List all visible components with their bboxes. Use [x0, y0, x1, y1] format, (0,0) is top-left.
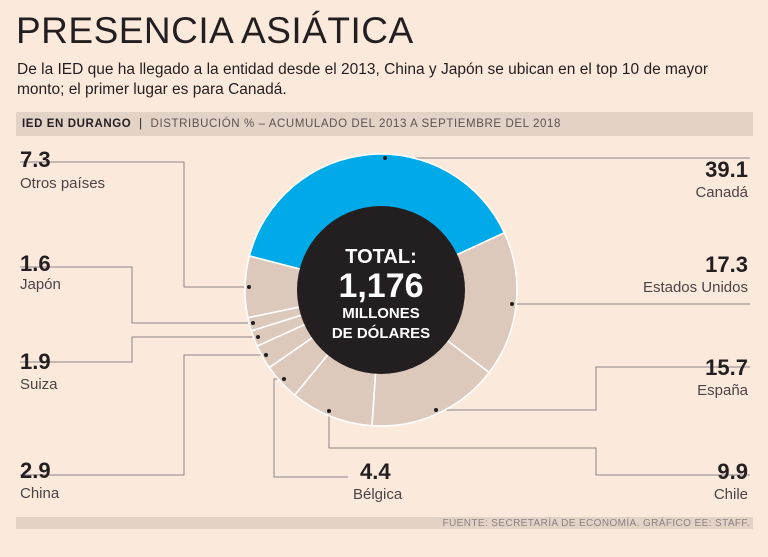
- leader-line-chile: [328, 411, 750, 476]
- center-total-label: TOTAL:: [345, 246, 416, 268]
- label-suiza: Suiza: [20, 376, 58, 393]
- label-belgica: Bélgica: [353, 486, 403, 503]
- leader-dot-chile: [327, 409, 331, 413]
- header-separator: |: [139, 118, 143, 130]
- center-unit-line2: DE DÓLARES: [332, 324, 430, 342]
- leader-dot-china: [264, 353, 268, 357]
- leader-dot-canada: [383, 156, 387, 160]
- footer-bar: [16, 517, 753, 529]
- chart-subtitle: De la IED que ha llegado a la entidad de…: [17, 61, 709, 98]
- label-otros: Otros países: [20, 175, 106, 192]
- chart-header-bar: IED EN DURANGO | DISTRIBUCIÓN % – ACUMUL…: [16, 112, 753, 136]
- leader-lines: [20, 157, 750, 478]
- value-china: 2.9: [20, 458, 51, 483]
- leader-line-suiza: [20, 336, 258, 363]
- value-espana: 15.7: [705, 355, 748, 380]
- leader-line-japon: [20, 266, 253, 324]
- chart-title: PRESENCIA ASIÁTICA: [16, 10, 414, 51]
- value-canada: 39.1: [705, 157, 748, 182]
- value-chile: 9.9: [717, 459, 748, 484]
- leader-dot-espana: [434, 408, 438, 412]
- center-unit-line1: MILLONES: [342, 305, 420, 322]
- header-bold: IED EN DURANGO: [22, 118, 132, 130]
- leader-dot-otros: [247, 285, 251, 289]
- center-total-value: 1,176: [338, 267, 423, 305]
- value-japon: 1.6: [20, 251, 51, 276]
- leader-dots: [247, 156, 514, 413]
- label-espana: España: [697, 382, 748, 399]
- value-suiza: 1.9: [20, 349, 51, 374]
- value-belgica: 4.4: [360, 459, 391, 484]
- leader-dot-japon: [251, 321, 255, 325]
- leader-line-otros: [20, 161, 249, 288]
- leader-dot-belgica: [282, 377, 286, 381]
- label-chile: Chile: [713, 486, 748, 503]
- source-credit: FUENTE: SECRETARÍA DE ECONOMÍA. GRÁFICO …: [442, 518, 750, 529]
- leader-dot-eu: [510, 302, 514, 306]
- center-disc: [297, 206, 465, 374]
- leader-line-espana: [436, 366, 750, 411]
- leader-dot-suiza: [256, 335, 260, 339]
- label-japon: Japón: [20, 276, 61, 293]
- value-otros: 7.3: [20, 147, 51, 172]
- value-estados-unidos: 17.3: [705, 252, 748, 277]
- header-description: DISTRIBUCIÓN % – ACUMULADO DEL 2013 A SE…: [150, 118, 561, 130]
- label-china: China: [20, 485, 60, 502]
- label-estados-unidos: Estados Unidos: [642, 279, 748, 296]
- leader-line-china: [20, 354, 266, 476]
- label-canada: Canadá: [695, 184, 748, 201]
